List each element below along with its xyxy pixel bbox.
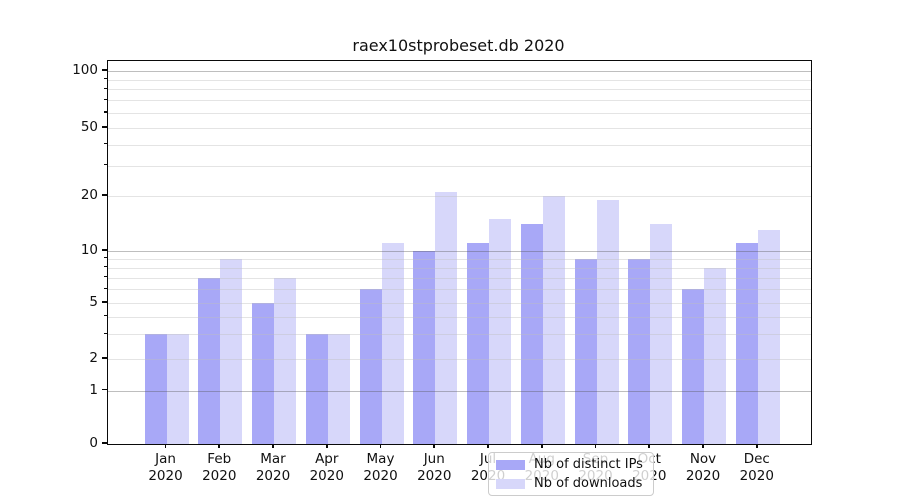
bar-nov-downloads — [704, 267, 726, 444]
x-tick-feb — [218, 443, 221, 448]
y-tick-20 — [102, 194, 107, 196]
bar-aug-downloads — [542, 196, 565, 444]
y-tick-label-10: 10 — [80, 242, 98, 258]
y-minor-tick-30 — [104, 164, 107, 166]
bar-apr-distinct-ips — [305, 334, 328, 444]
y-minor-tick-6 — [104, 287, 107, 289]
bar-mar-distinct-ips — [252, 303, 274, 444]
bar-jun-downloads — [435, 192, 458, 444]
x-label-month: May — [366, 451, 395, 467]
x-tick-jun — [433, 443, 436, 448]
x-tick-may — [379, 443, 382, 448]
y-tick-label-0: 0 — [89, 435, 98, 451]
y-tick-1 — [102, 388, 107, 391]
x-tick-label-jun: Jun 2020 — [402, 451, 466, 485]
x-tick-sep — [594, 443, 597, 448]
bar-oct-distinct-ips — [628, 258, 651, 444]
y-tick-label-1: 1 — [89, 381, 98, 398]
x-tick-aug — [540, 443, 543, 448]
y-tick-10 — [102, 249, 107, 251]
bar-jan-downloads — [166, 334, 189, 444]
x-label-month: Feb — [207, 451, 232, 467]
bar-may-distinct-ips — [359, 289, 382, 444]
x-tick-dec — [755, 443, 758, 448]
y-tick-0 — [102, 442, 107, 444]
bar-jun-distinct-ips — [413, 251, 436, 444]
bar-feb-distinct-ips — [198, 277, 221, 444]
x-tick-label-dec: Dec 2020 — [725, 451, 789, 485]
x-tick-label-jan: Jan 2020 — [134, 451, 198, 485]
y-minor-tick-70 — [104, 98, 107, 100]
x-tick-oct — [648, 443, 651, 448]
chart-title: raex10stprobeset.db 2020 — [352, 36, 565, 55]
y-tick-2 — [102, 357, 107, 359]
y-minor-tick-4 — [104, 315, 107, 317]
legend-item-downloads: Nb of downloads — [496, 476, 653, 491]
bar-may-downloads — [381, 243, 404, 444]
x-tick-jul — [487, 443, 489, 448]
bar-sep-distinct-ips — [574, 258, 597, 444]
bar-nov-distinct-ips — [682, 289, 704, 444]
x-tick-label-nov: Nov 2020 — [671, 451, 735, 485]
x-label-month: Jun — [423, 451, 445, 467]
legend: Nb of distinct IPs Nb of downloads — [488, 452, 654, 496]
y-tick-100 — [102, 69, 107, 71]
legend-label-distinct-ips: Nb of distinct IPs — [534, 457, 643, 472]
bar-aug-distinct-ips — [520, 224, 543, 444]
x-label-month: Mar — [260, 451, 286, 467]
y-minor-tick-3 — [104, 332, 107, 334]
y-minor-tick-7 — [104, 276, 107, 278]
bar-jul-distinct-ips — [467, 243, 489, 444]
x-label-year: 2020 — [309, 468, 344, 484]
y-minor-tick-40 — [104, 142, 107, 145]
x-label-month: Dec — [743, 451, 770, 467]
x-label-month: Jan — [155, 451, 176, 467]
y-minor-tick-60 — [104, 111, 107, 113]
x-label-year: 2020 — [685, 468, 721, 484]
x-tick-jan — [164, 443, 167, 448]
x-tick-mar — [272, 443, 274, 448]
bar-jan-distinct-ips — [144, 334, 167, 444]
y-minor-tick-80 — [104, 87, 107, 89]
y-tick-label-2: 2 — [89, 350, 98, 366]
bar-dec-downloads — [757, 230, 780, 444]
x-label-year: 2020 — [739, 468, 774, 484]
legend-swatch-distinct-ips — [496, 459, 525, 470]
bar-oct-downloads — [650, 224, 673, 444]
x-label-month: Nov — [689, 451, 717, 467]
legend-swatch-downloads — [496, 478, 525, 489]
y-tick-label-5: 5 — [89, 294, 98, 310]
bar-jul-downloads — [489, 218, 511, 444]
y-minor-tick-8 — [104, 266, 107, 268]
bar-apr-downloads — [327, 334, 350, 444]
bar-feb-downloads — [220, 258, 243, 444]
y-tick-label-100: 100 — [72, 62, 98, 78]
bar-sep-downloads — [596, 200, 619, 444]
x-tick-apr — [325, 443, 328, 448]
bars-layer — [108, 61, 811, 444]
x-tick-nov — [702, 443, 704, 448]
x-label-month: Apr — [315, 451, 339, 467]
x-tick-label-apr: Apr 2020 — [295, 451, 359, 485]
y-minor-tick-90 — [104, 78, 107, 80]
y-minor-tick-9 — [104, 257, 107, 259]
y-tick-50 — [102, 126, 107, 128]
x-tick-label-mar: Mar 2020 — [241, 451, 305, 485]
x-label-year: 2020 — [363, 468, 398, 484]
plot-area: Nb of distinct IPs Nb of downloads — [107, 60, 812, 496]
y-tick-5 — [102, 301, 107, 303]
x-label-year: 2020 — [148, 468, 183, 484]
y-tick-label-20: 20 — [80, 187, 98, 203]
x-label-year: 2020 — [202, 468, 237, 484]
x-tick-label-may: May 2020 — [349, 451, 413, 485]
bar-dec-distinct-ips — [735, 243, 758, 444]
x-label-year: 2020 — [255, 468, 291, 484]
legend-label-downloads: Nb of downloads — [534, 476, 643, 491]
bar-mar-downloads — [274, 277, 296, 444]
x-tick-label-feb: Feb 2020 — [187, 451, 251, 485]
x-label-year: 2020 — [417, 468, 452, 484]
y-tick-label-50: 50 — [80, 119, 98, 135]
legend-item-distinct-ips: Nb of distinct IPs — [496, 457, 653, 472]
